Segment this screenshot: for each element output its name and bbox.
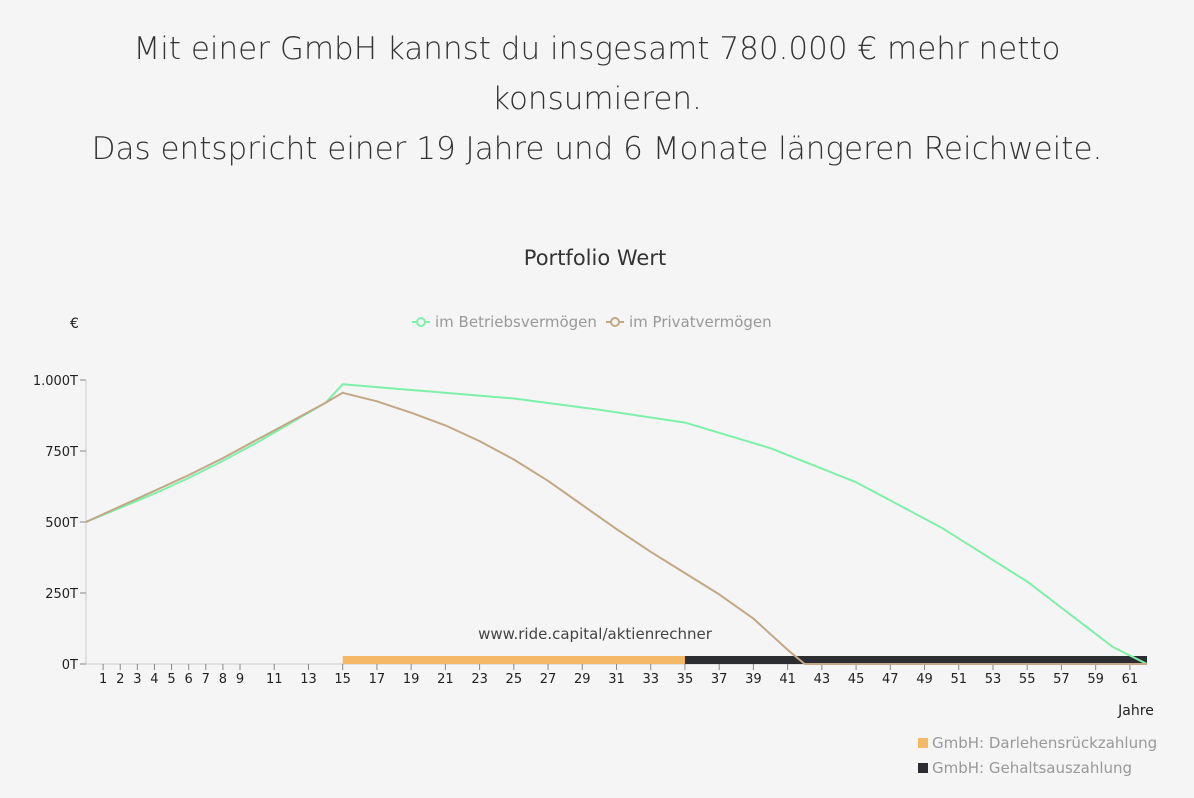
x-tick-label: 29 <box>574 672 591 687</box>
legend-label: GmbH: Gehaltsauszahlung <box>932 759 1132 777</box>
chart-title: Portfolio Wert <box>524 246 666 270</box>
y-tick-label: 750T <box>45 445 78 460</box>
x-tick-label: 61 <box>1122 672 1139 687</box>
series-line <box>85 383 1148 665</box>
watermark: www.ride.capital/aktienrechner <box>478 625 713 643</box>
x-tick-label: 9 <box>236 672 244 687</box>
phase-bar <box>342 656 685 664</box>
x-tick-label: 51 <box>950 672 967 687</box>
x-tick-label: 37 <box>711 672 728 687</box>
legend-item-gehalt[interactable]: GmbH: Gehaltsauszahlung <box>918 759 1132 777</box>
headline: Mit einer GmbH kannst du insgesamt 780.0… <box>0 24 1194 174</box>
legend-bottom: GmbH: Darlehensrückzahlung GmbH: Gehalts… <box>918 734 1157 777</box>
phase-bar <box>684 656 1147 664</box>
x-tick-label: 39 <box>745 672 762 687</box>
x-tick-label: 25 <box>506 672 523 687</box>
headline-line-3: Das entspricht einer 19 Jahre und 6 Mona… <box>91 131 1103 167</box>
x-tick-label: 47 <box>882 672 899 687</box>
phase-bars <box>342 656 1147 664</box>
x-tick-label: 8 <box>219 672 227 687</box>
series-line <box>85 391 1147 665</box>
legend-item-privatvermoegen[interactable]: im Privatvermögen <box>606 313 772 331</box>
legend-swatch <box>918 763 928 773</box>
x-tick-label: 11 <box>266 672 283 687</box>
x-tick-label: 19 <box>403 672 420 687</box>
legend-item-darlehen[interactable]: GmbH: Darlehensrückzahlung <box>918 734 1157 752</box>
legend-marker-icon <box>416 317 426 327</box>
x-tick-label: 15 <box>334 672 351 687</box>
x-axis-label: Jahre <box>1117 703 1154 719</box>
x-tick-label: 49 <box>916 672 933 687</box>
x-tick-label: 17 <box>369 672 386 687</box>
x-tick-label: 31 <box>608 672 625 687</box>
x-tick-label: 3 <box>133 672 141 687</box>
legend-label: im Betriebsvermögen <box>435 313 597 331</box>
x-tick-label: 13 <box>300 672 317 687</box>
x-tick-label: 33 <box>642 672 659 687</box>
x-tick-label: 55 <box>1019 672 1036 687</box>
x-tick-label: 27 <box>540 672 557 687</box>
y-tick-label: 500T <box>45 516 78 531</box>
legend-label: GmbH: Darlehensrückzahlung <box>932 734 1157 752</box>
x-tick-label: 59 <box>1087 672 1104 687</box>
legend-item-betriebsvermoegen[interactable]: im Betriebsvermögen <box>412 313 597 331</box>
x-tick-label: 1 <box>99 672 107 687</box>
series-lines <box>85 383 1148 665</box>
x-tick-label: 45 <box>848 672 865 687</box>
x-tick-label: 21 <box>437 672 454 687</box>
legend-marker-icon <box>610 317 620 327</box>
x-tick-label: 5 <box>167 672 175 687</box>
x-tick-label: 53 <box>985 672 1002 687</box>
y-tick-label: 250T <box>45 587 78 602</box>
legend-top: im Betriebsvermögen im Privatvermögen <box>412 313 772 331</box>
x-tick-label: 41 <box>779 672 796 687</box>
y-axis-unit: € <box>70 316 79 332</box>
y-tick-label: 0T <box>62 658 78 673</box>
legend-swatch <box>918 738 928 748</box>
headline-line-1: Mit einer GmbH kannst du insgesamt 780.0… <box>133 31 1061 67</box>
x-tick-label: 43 <box>814 672 831 687</box>
headline-line-2: konsumieren. <box>492 81 702 117</box>
x-tick-label: 2 <box>116 672 124 687</box>
x-tick-label: 4 <box>150 672 158 687</box>
x-tick-label: 6 <box>185 672 193 687</box>
x-tick-label: 35 <box>677 672 694 687</box>
x-tick-label: 23 <box>471 672 488 687</box>
x-tick-label: 7 <box>202 672 210 687</box>
y-tick-label: 1.000T <box>33 374 78 389</box>
x-tick-label: 57 <box>1053 672 1070 687</box>
legend-label: im Privatvermögen <box>629 313 772 331</box>
